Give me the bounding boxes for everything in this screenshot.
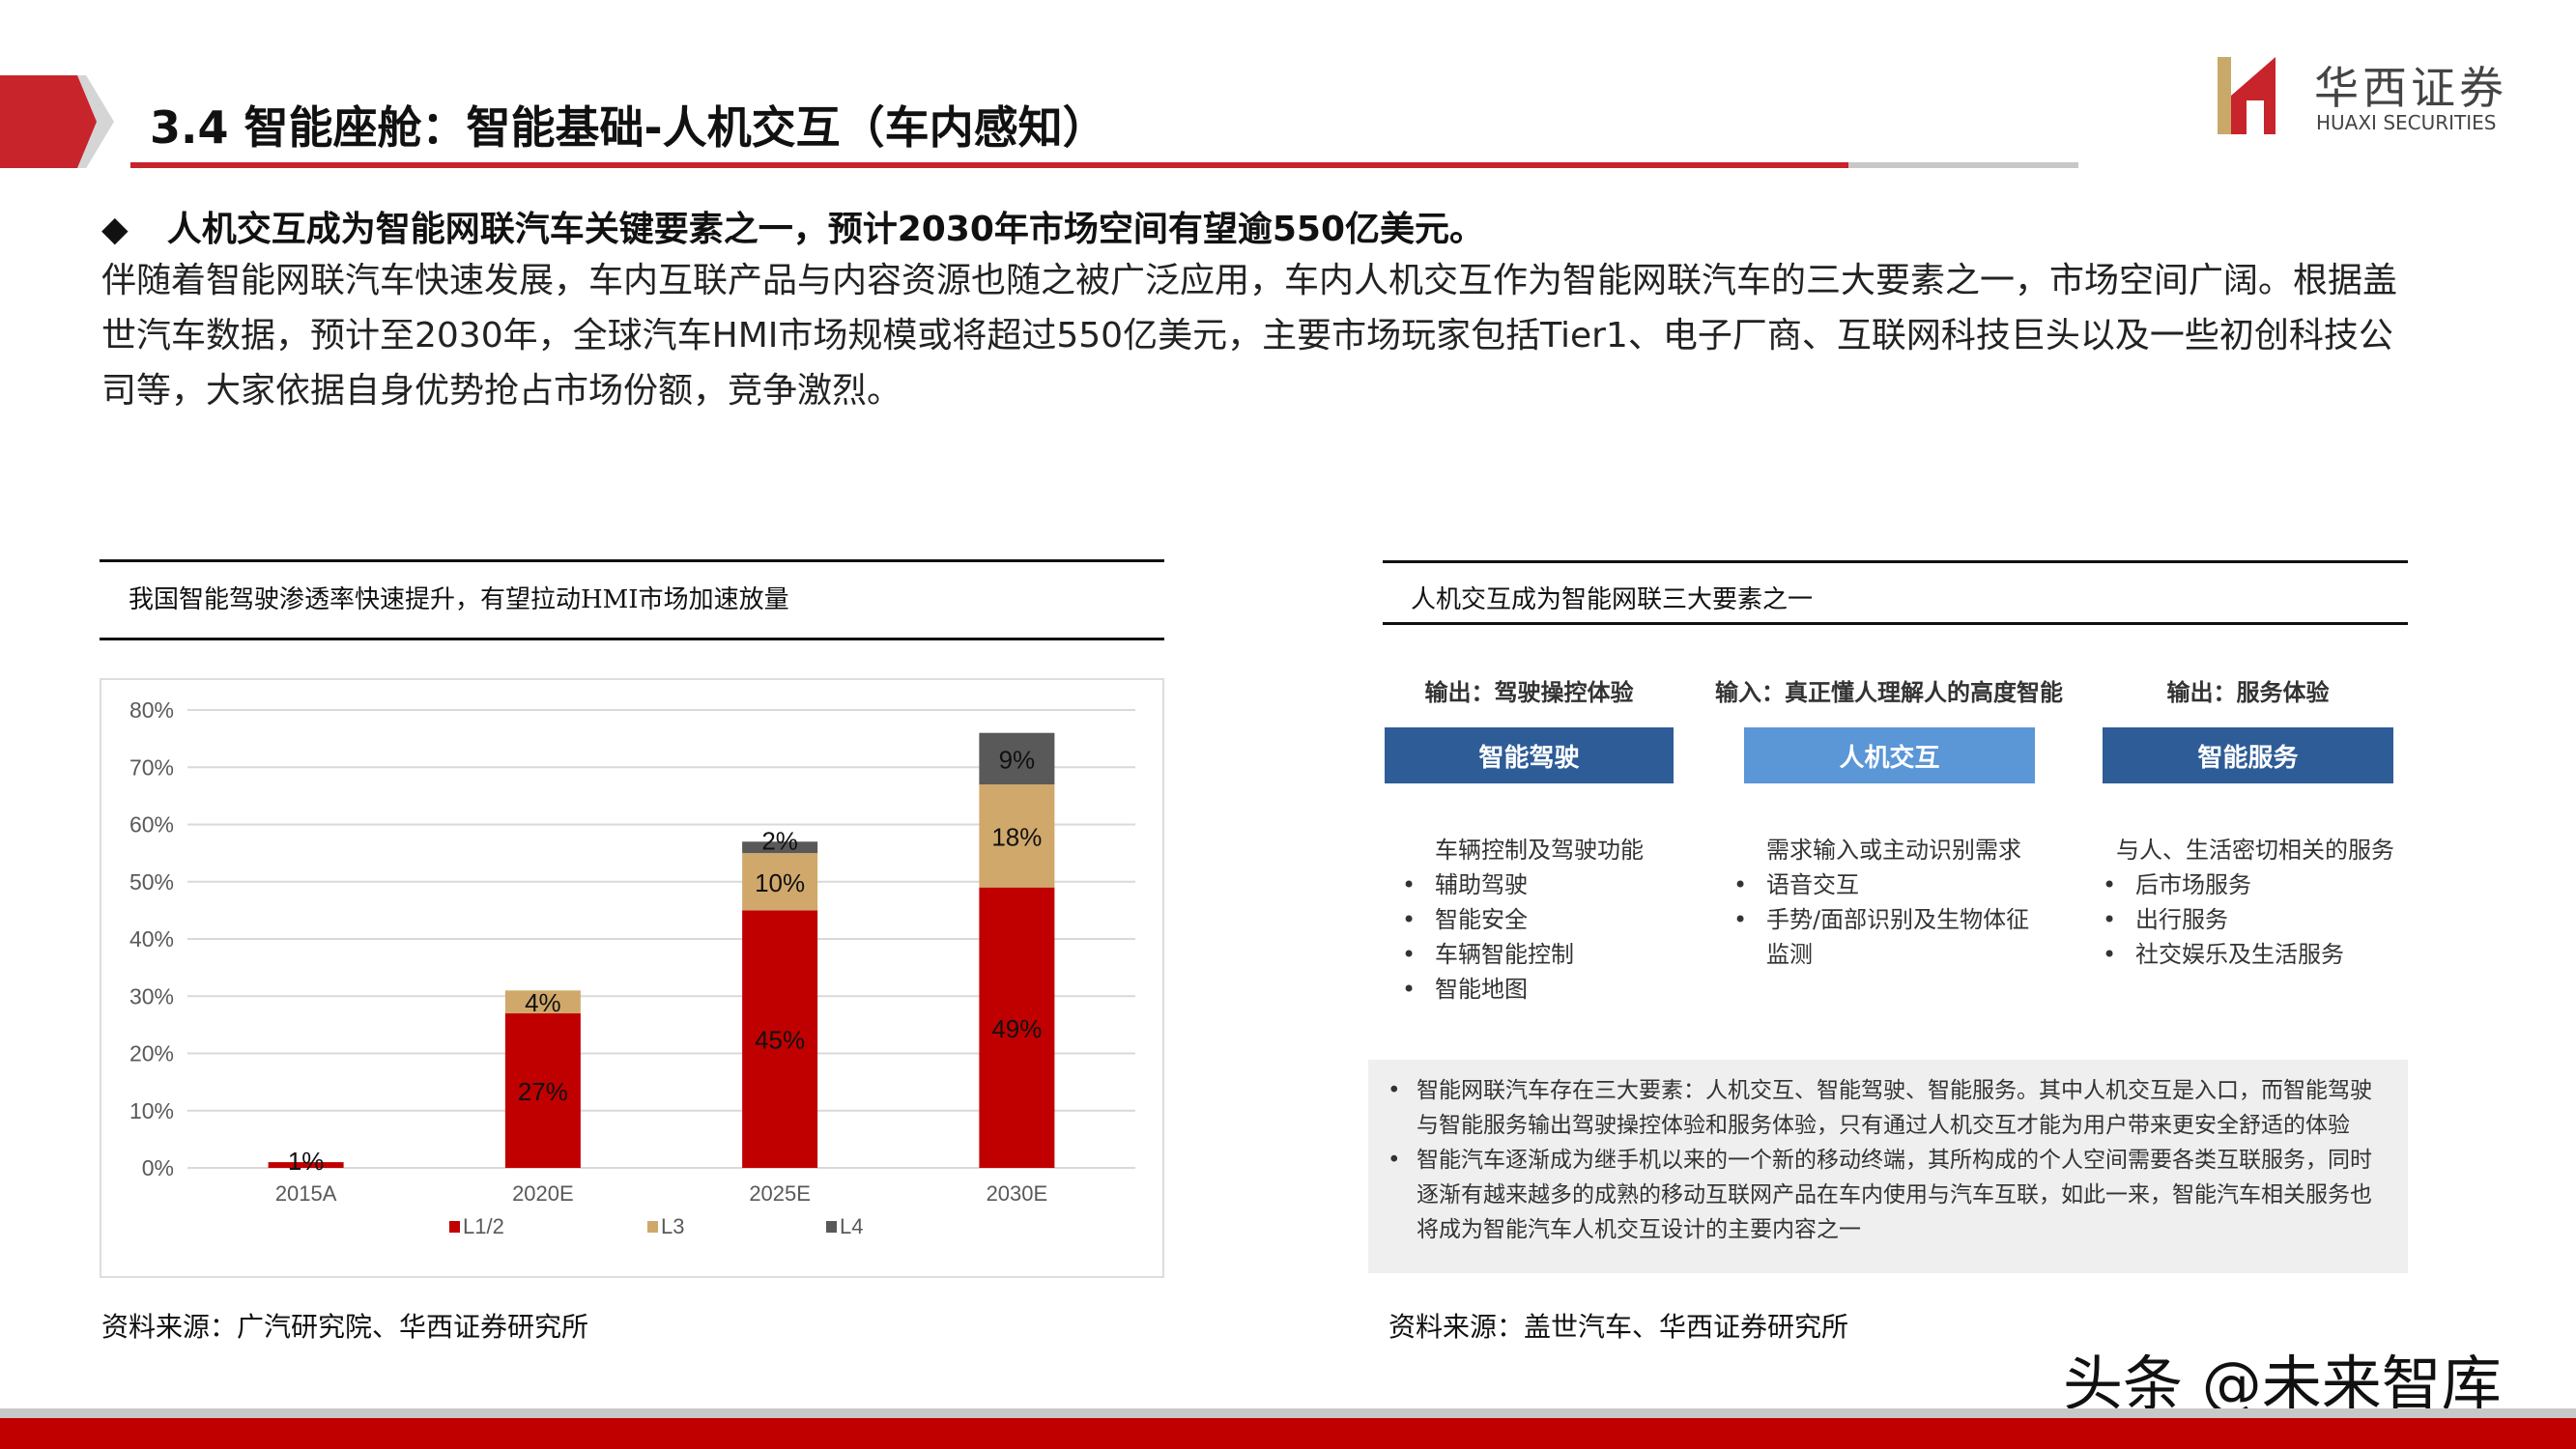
list-item: 出行服务: [2103, 902, 2406, 937]
column-head-service: 输出：服务体验: [2166, 679, 2330, 706]
box-smart-driving: 智能驾驶: [1385, 727, 1674, 783]
huaxi-logo: 华西证券 HUAXI SECURITIES: [2218, 53, 2527, 140]
data-label: 2%: [761, 826, 798, 855]
y-tick-label: 80%: [129, 697, 174, 723]
note-item: 智能汽车逐渐成为继手机以来的一个新的移动终端，其所构成的个人空间需要各类互联服务…: [1388, 1143, 2389, 1247]
y-tick-label: 40%: [129, 926, 174, 952]
box-smart-service: 智能服务: [2103, 727, 2393, 783]
note-item: 智能网联汽车存在三大要素：人机交互、智能驾驶、智能服务。其中人机交互是入口，而智…: [1388, 1073, 2389, 1143]
y-tick-label: 10%: [129, 1098, 174, 1123]
list-item: 辅助驾驶: [1402, 867, 1686, 902]
logo-text-cn: 华西证券: [2314, 62, 2507, 114]
x-tick-label: 2030E: [987, 1181, 1048, 1206]
left-panel-caption: 我国智能驾驶渗透率快速提升，有望拉动HMI市场加速放量: [129, 585, 789, 614]
lead-statement: ◆ 人机交互成为智能网联汽车关键要素之一，预计2030年市场空间有望逾550亿美元…: [101, 201, 1484, 251]
list-item: 语音交互: [1733, 867, 2039, 902]
list-intro: 车辆控制及驾驶功能: [1435, 837, 1644, 864]
bar-l1-2: [504, 1013, 581, 1168]
bar-l1-2: [268, 1162, 344, 1168]
x-tick-label: 2015A: [275, 1181, 337, 1206]
y-tick-label: 30%: [129, 983, 174, 1009]
legend-swatch: [826, 1221, 837, 1233]
header-arrow: [0, 75, 97, 168]
data-label: 45%: [755, 1026, 805, 1055]
body-paragraph: 伴随着智能网联汽车快速发展，车内互联产品与内容资源也随之被广泛应用，车内人机交互…: [101, 261, 2398, 411]
left-panel-top-rule: [100, 559, 1164, 562]
y-tick-label: 70%: [129, 754, 174, 780]
title-rule: [130, 162, 1848, 168]
data-label: 1%: [288, 1147, 325, 1176]
y-tick-label: 50%: [129, 869, 174, 895]
logo-text-en: HUAXI SECURITIES: [2316, 111, 2497, 134]
bar-l1-2: [742, 910, 818, 1168]
x-tick-label: 2025E: [749, 1181, 811, 1206]
y-tick-label: 20%: [129, 1041, 174, 1066]
title-rule-gray: [1848, 162, 2078, 168]
list-item: 后市场服务: [2103, 867, 2406, 902]
list-driving: 车辆控制及驾驶功能 辅助驾驶 智能安全 车辆智能控制 智能地图: [1402, 833, 1686, 1007]
data-label: 27%: [518, 1077, 568, 1106]
bar-l4: [979, 732, 1055, 785]
data-label: 10%: [755, 868, 805, 897]
footer-red-band: [0, 1418, 2576, 1449]
x-tick-label: 2020E: [512, 1181, 574, 1206]
legend-swatch: [449, 1221, 460, 1233]
y-tick-label: 60%: [129, 812, 174, 838]
list-intro: 与人、生活密切相关的服务: [2116, 837, 2394, 864]
legend-label: L4: [840, 1214, 863, 1238]
bar-l3: [504, 990, 581, 1014]
list-item: 智能地图: [1402, 972, 1686, 1007]
right-panel-caption: 人机交互成为智能网联三大要素之一: [1411, 585, 1814, 614]
bar-l3: [742, 853, 818, 911]
data-label: 18%: [991, 822, 1042, 851]
legend-label: L3: [661, 1214, 684, 1238]
column-head-hmi: 输入：真正懂人理解人的高度智能: [1715, 679, 2063, 706]
data-label: 4%: [525, 988, 561, 1017]
watermark: 头条 @未来智库: [2063, 1349, 2502, 1419]
penetration-chart: 0% 10% 20% 30% 40% 50% 60% 70% 80% 1% 2015A 27% 4% 20…: [129, 697, 1135, 1238]
list-service: 与人、生活密切相关的服务 后市场服务 出行服务 社交娱乐及生活服务: [2103, 833, 2406, 972]
list-intro: 需求输入或主动识别需求: [1766, 837, 2021, 864]
y-tick-label: 0%: [142, 1155, 174, 1180]
right-panel-bottom-rule: [1383, 622, 2408, 625]
right-panel-top-rule: [1383, 560, 2408, 563]
chart-frame: 0% 10% 20% 30% 40% 50% 60% 70% 80% 1% 2015A 27% 4% 20…: [100, 678, 1164, 1278]
huaxi-logo-mark-icon: [2218, 57, 2275, 134]
data-label: 49%: [991, 1014, 1042, 1043]
column-head-driving: 输出：驾驶操控体验: [1424, 679, 1634, 706]
bar-l1-2: [979, 887, 1055, 1168]
list-item: 社交娱乐及生活服务: [2103, 937, 2406, 972]
box-hmi: 人机交互: [1744, 727, 2035, 783]
data-label: 9%: [999, 745, 1036, 774]
left-source: 资料来源：广汽研究院、华西证券研究所: [101, 1311, 589, 1343]
footer-gray-band: [0, 1408, 2576, 1418]
list-item: 手势/面部识别及生物体征监测: [1733, 902, 2039, 972]
bar-l4: [742, 841, 818, 854]
bar-l3: [979, 784, 1055, 888]
right-source: 资料来源：盖世汽车、华西证券研究所: [1388, 1311, 1849, 1343]
legend-label: L1/2: [463, 1214, 504, 1238]
list-item: 智能安全: [1402, 902, 1686, 937]
legend-swatch: [647, 1221, 658, 1233]
list-item: 车辆智能控制: [1402, 937, 1686, 972]
page-title: 3.4 智能座舱：智能基础-人机交互（车内感知）: [150, 101, 1107, 154]
lead-text: 人机交互成为智能网联汽车关键要素之一，预计2030年市场空间有望逾550亿美元。: [166, 210, 1485, 249]
notes-box: 智能网联汽车存在三大要素：人机交互、智能驾驶、智能服务。其中人机交互是入口，而智…: [1368, 1060, 2408, 1273]
left-panel-bottom-rule: [100, 638, 1164, 640]
diamond-bullet-icon: ◆: [101, 210, 129, 249]
list-hmi: 需求输入或主动识别需求 语音交互 手势/面部识别及生物体征监测: [1733, 833, 2039, 972]
